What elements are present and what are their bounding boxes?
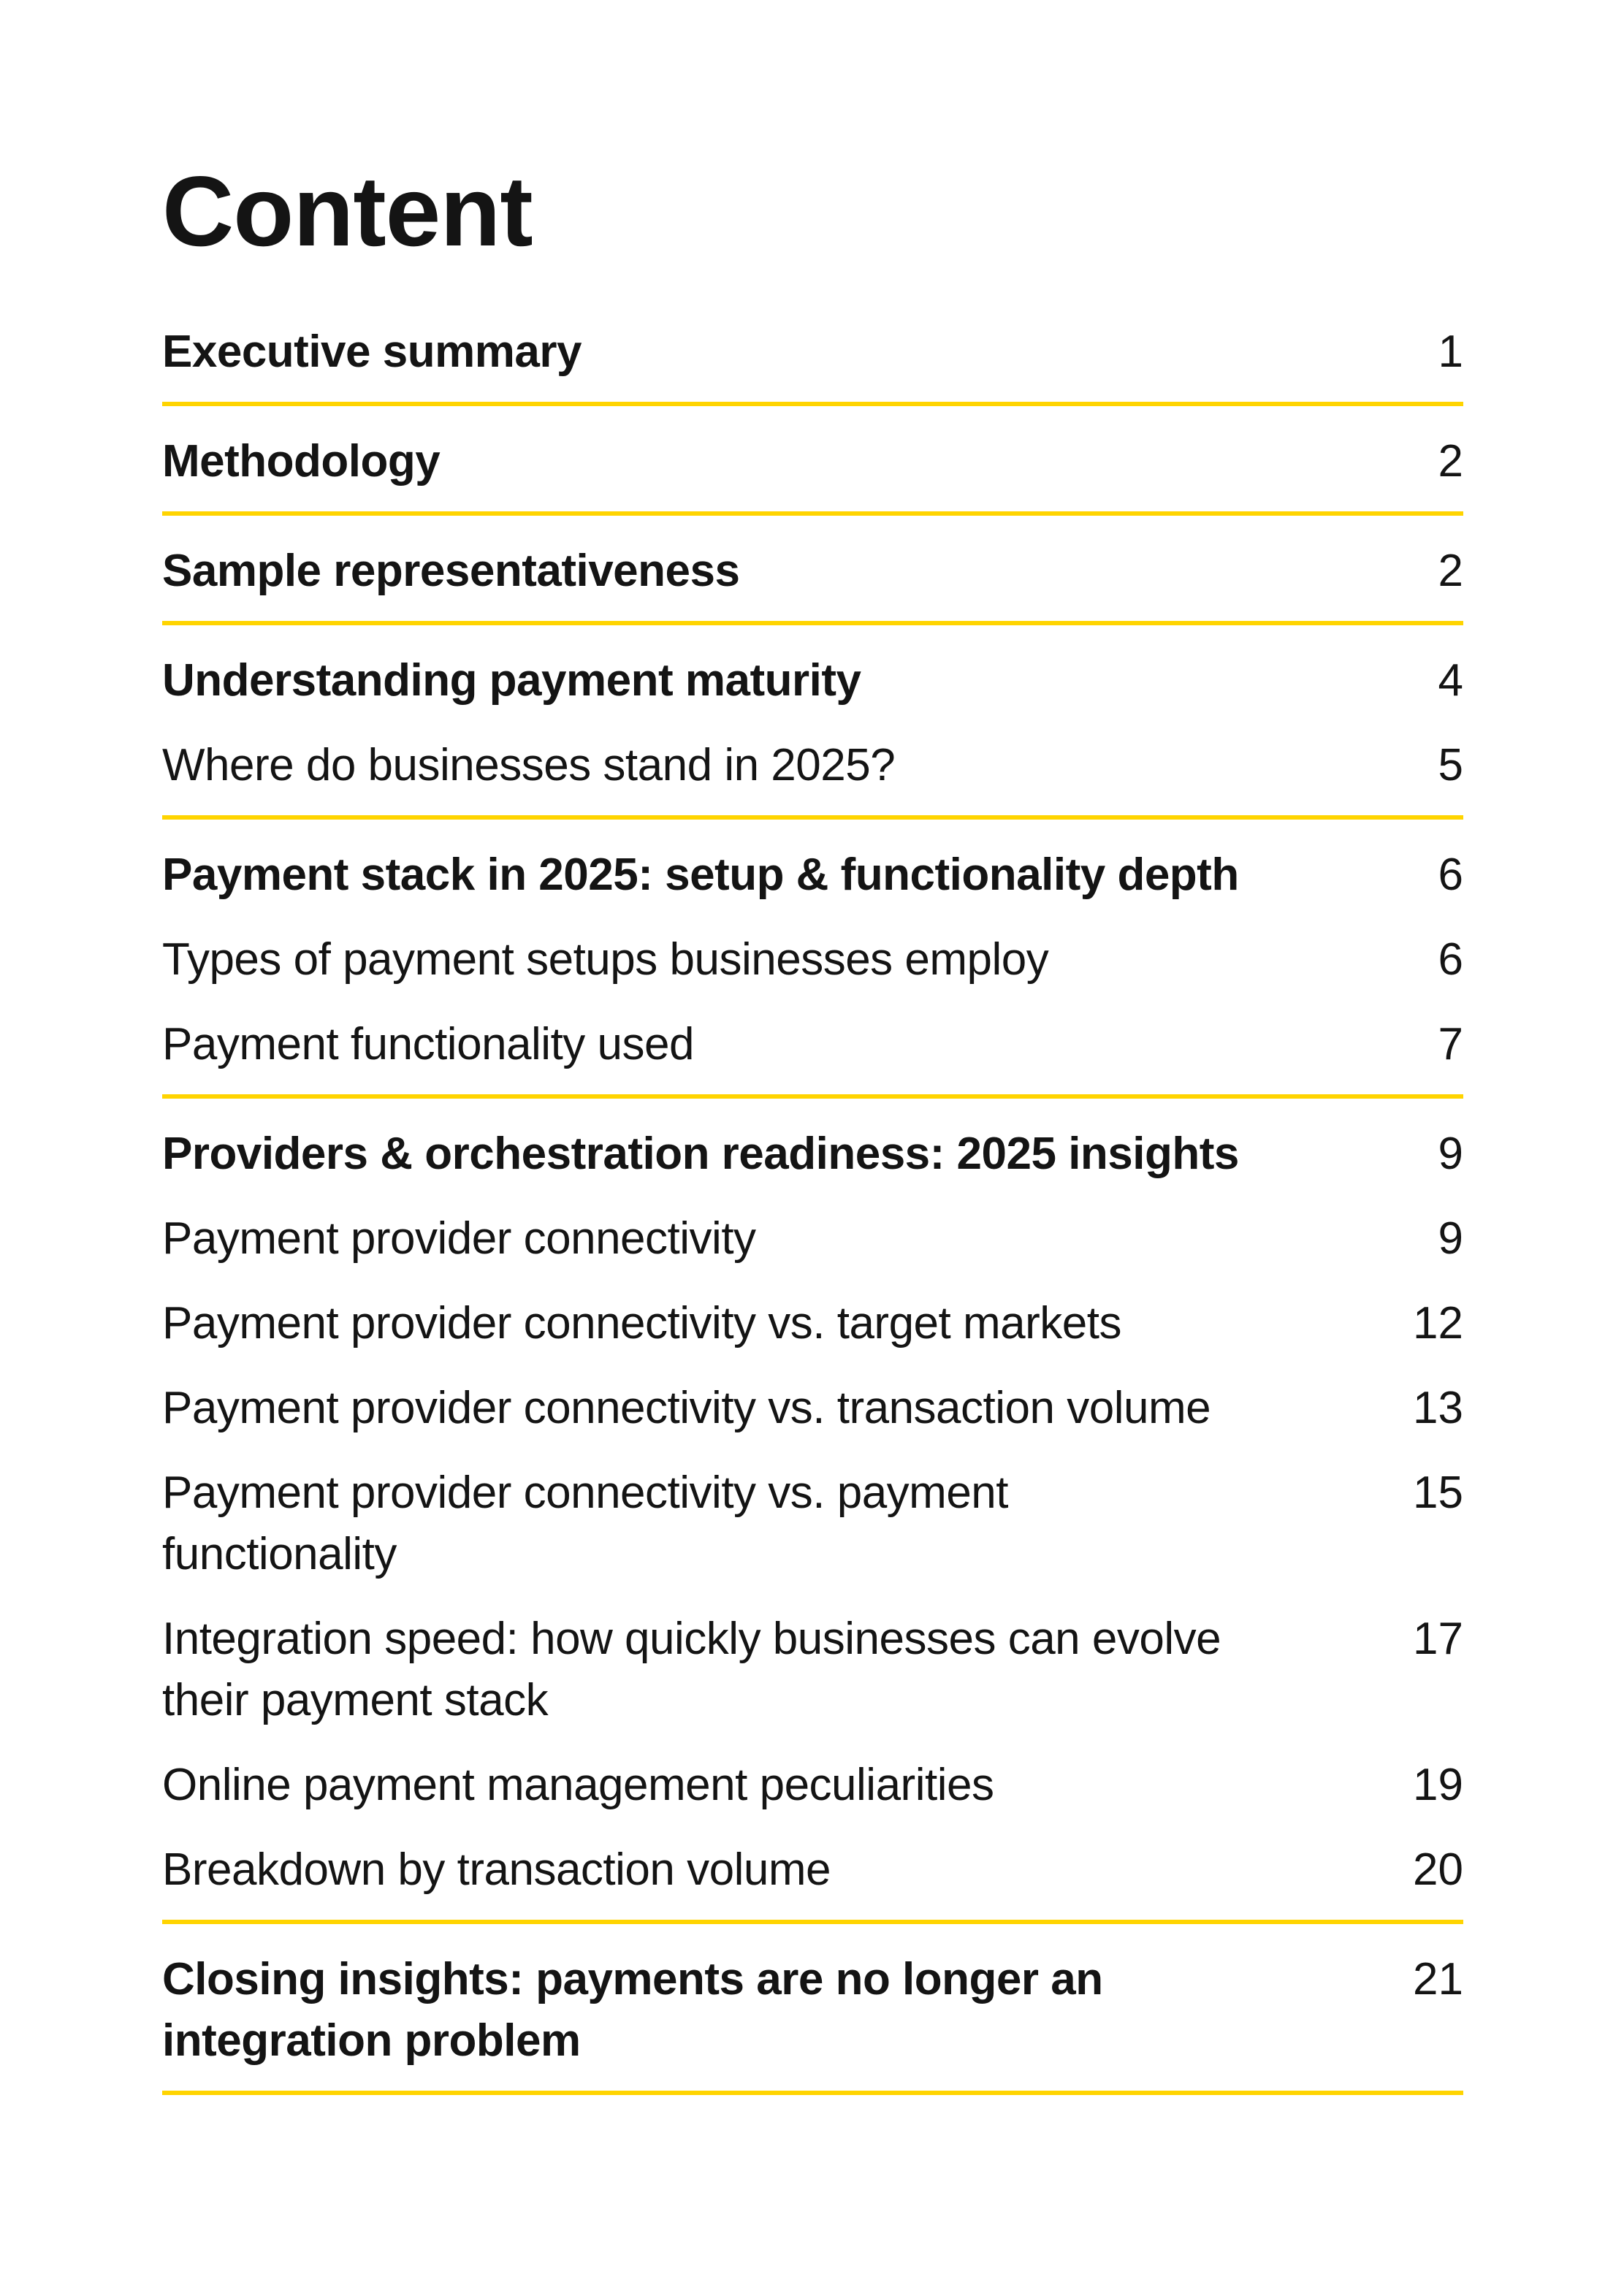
toc-entry-page-number: 12 (1413, 1297, 1463, 1348)
toc-entry[interactable]: Sample representativeness 2 (162, 541, 1463, 602)
toc-entry-label: Methodology (162, 435, 441, 487)
group-divider (162, 620, 1463, 625)
toc-entry[interactable]: Providers & orchestration readiness: 202… (162, 1123, 1463, 1185)
group-divider (162, 511, 1463, 516)
toc-entry-page-number: 17 (1413, 1613, 1463, 1664)
toc-list: Executive summary 1 Methodology 2 Sample rep… (162, 321, 1463, 2095)
group-divider (162, 401, 1463, 406)
toc-entry-page-number: 19 (1413, 1759, 1463, 1810)
toc-entry-label: Understanding payment maturity (162, 655, 861, 706)
toc-entry[interactable]: Closing insights: payments are no longer… (162, 1949, 1463, 2072)
toc-entry-page-number: 6 (1438, 849, 1463, 900)
toc-entry[interactable]: Payment provider connectivity vs. paymen… (162, 1462, 1463, 1585)
group-divider (162, 1919, 1463, 1924)
toc-entry[interactable]: Payment provider connectivity vs. transa… (162, 1378, 1463, 1439)
toc-entry-label: Payment provider connectivity (162, 1213, 756, 1264)
toc-entry-page-number: 4 (1438, 655, 1463, 706)
toc-entry[interactable]: Executive summary 1 (162, 321, 1463, 383)
toc-entry-page-number: 15 (1413, 1467, 1463, 1518)
toc-entry[interactable]: Breakdown by transaction volume 20 (162, 1839, 1463, 1901)
toc-entry-label: Where do businesses stand in 2025? (162, 739, 896, 790)
toc-entry-page-number: 1 (1438, 326, 1463, 377)
toc-entry-label: Payment provider connectivity vs. target… (162, 1297, 1121, 1348)
toc-entry-page-number: 21 (1413, 1953, 1463, 2004)
toc-entry-label: Sample representativeness (162, 545, 740, 596)
toc-entry-page-number: 5 (1438, 739, 1463, 790)
group-divider (162, 814, 1463, 820)
toc-entry-label: Closing insights: payments are no longer… (162, 1953, 1103, 2066)
toc-entry[interactable]: Payment provider connectivity 9 (162, 1208, 1463, 1270)
toc-entry-page-number: 7 (1438, 1018, 1463, 1069)
toc-entry-label: Payment provider connectivity vs. transa… (162, 1382, 1211, 1433)
toc-entry-page-number: 9 (1438, 1128, 1463, 1179)
toc-entry-page-number: 2 (1438, 435, 1463, 487)
toc-entry[interactable]: Understanding payment maturity 4 (162, 650, 1463, 711)
group-divider (162, 2090, 1463, 2095)
toc-entry-label: Payment provider connectivity vs. paymen… (162, 1467, 1009, 1579)
toc-entry-label: Payment functionality used (162, 1018, 694, 1069)
toc-entry[interactable]: Methodology 2 (162, 431, 1463, 492)
page-title: Content (162, 156, 533, 267)
toc-entry[interactable]: Online payment management peculiarities 1… (162, 1755, 1463, 1816)
toc-entry-page-number: 20 (1413, 1844, 1463, 1895)
toc-entry[interactable]: Types of payment setups businesses emplo… (162, 929, 1463, 991)
toc-entry-label: Online payment management peculiarities (162, 1759, 994, 1810)
toc-entry[interactable]: Payment provider connectivity vs. target… (162, 1293, 1463, 1354)
toc-entry-label: Payment stack in 2025: setup & functiona… (162, 849, 1239, 900)
toc-entry-label: Integration speed: how quickly businesse… (162, 1613, 1221, 1725)
toc-entry-page-number: 2 (1438, 545, 1463, 596)
toc-entry-label: Providers & orchestration readiness: 202… (162, 1128, 1239, 1179)
toc-entry-page-number: 9 (1438, 1213, 1463, 1264)
toc-entry[interactable]: Payment functionality used 7 (162, 1014, 1463, 1075)
group-divider (162, 1094, 1463, 1099)
toc-entry[interactable]: Where do businesses stand in 2025? 5 (162, 735, 1463, 796)
toc-entry[interactable]: Payment stack in 2025: setup & functiona… (162, 844, 1463, 906)
toc-entry[interactable]: Integration speed: how quickly businesse… (162, 1609, 1463, 1731)
toc-entry-page-number: 13 (1413, 1382, 1463, 1433)
toc-entry-label: Types of payment setups businesses emplo… (162, 934, 1049, 985)
toc-entry-label: Breakdown by transaction volume (162, 1844, 831, 1895)
toc-entry-label: Executive summary (162, 326, 582, 377)
toc-entry-page-number: 6 (1438, 934, 1463, 985)
